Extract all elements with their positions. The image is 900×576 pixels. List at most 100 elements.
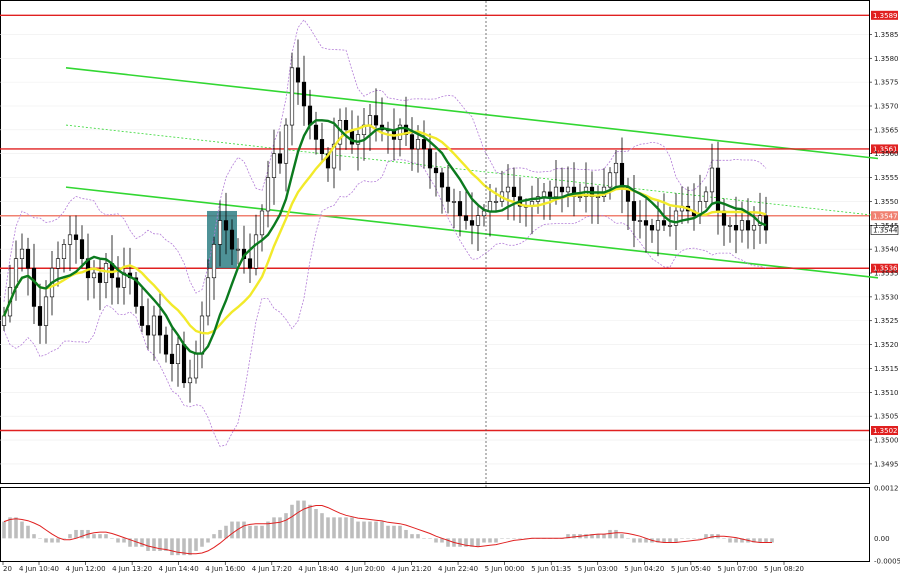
candle-25 xyxy=(151,305,157,361)
candle-body-25 xyxy=(151,315,157,336)
candle-body-9 xyxy=(55,258,61,269)
candle-body-39 xyxy=(235,248,241,251)
candle-body-103 xyxy=(619,162,625,188)
candle-body-119 xyxy=(715,167,721,212)
candle-body-48 xyxy=(289,67,295,126)
x-tick-15: 5 Jun 05:40 xyxy=(671,565,711,573)
candle-37 xyxy=(223,192,229,255)
macd-bar-21 xyxy=(128,538,132,547)
level-tag-1: 1.3561 xyxy=(873,145,898,153)
level-tag-3: 1.3536 xyxy=(873,265,898,273)
candle-body-42 xyxy=(253,234,259,269)
candle-body-73 xyxy=(439,172,445,188)
candle-body-94 xyxy=(565,186,571,193)
macd-bar-8 xyxy=(50,538,54,543)
candle-body-111 xyxy=(667,224,673,227)
candle-body-28 xyxy=(169,353,175,364)
macd-bar-56 xyxy=(338,517,342,539)
candle-body-71 xyxy=(427,148,433,169)
y-tick-2: 1.3575 xyxy=(874,79,899,87)
candle-16 xyxy=(97,258,103,311)
candle-38 xyxy=(229,219,235,265)
macd-bar-5 xyxy=(32,534,36,539)
candle-body-108 xyxy=(649,224,655,231)
macd-bar-117 xyxy=(704,534,708,539)
macd-bar-98 xyxy=(590,534,594,539)
macd-bar-79 xyxy=(476,538,480,547)
y-tick-13: 1.3520 xyxy=(874,341,899,349)
candle-93 xyxy=(559,167,565,213)
macd-bar-106 xyxy=(638,538,642,543)
candle-75 xyxy=(451,188,457,229)
macd-tick-1: 0.00 xyxy=(874,535,890,543)
macd-bar-24 xyxy=(146,538,150,551)
candle-body-45 xyxy=(271,153,277,178)
macd-bar-43 xyxy=(260,525,264,539)
channel-line-0 xyxy=(65,67,879,160)
x-tick-8: 4 Jun 20:00 xyxy=(345,565,385,573)
macd-bar-30 xyxy=(182,538,186,556)
macd-bar-115 xyxy=(692,538,696,539)
candle-body-96 xyxy=(577,196,583,198)
candle-body-0 xyxy=(1,315,7,326)
macd-bar-84 xyxy=(506,538,510,539)
candle-35 xyxy=(211,236,217,300)
macd-bar-74 xyxy=(446,538,450,547)
level-tag-box-1 xyxy=(871,144,898,154)
macd-bar-126 xyxy=(758,538,762,543)
macd-bar-28 xyxy=(170,538,174,556)
x-tick-7: 4 Jun 18:40 xyxy=(298,565,338,573)
candle-121 xyxy=(727,216,733,243)
macd-bar-48 xyxy=(290,504,294,539)
macd-bar-47 xyxy=(284,513,288,539)
candle-118 xyxy=(709,143,715,206)
macd-bar-72 xyxy=(434,538,438,543)
macd-bar-112 xyxy=(674,538,678,543)
macd-bar-127 xyxy=(764,538,768,543)
macd-bar-69 xyxy=(416,534,420,539)
candle-body-36 xyxy=(217,220,223,245)
candle-body-11 xyxy=(67,234,73,245)
candle-body-127 xyxy=(763,215,769,231)
candle-body-70 xyxy=(421,139,427,150)
macd-bar-104 xyxy=(626,538,630,539)
candle-body-77 xyxy=(463,215,469,221)
x-tick-17: 5 Jun 08:20 xyxy=(764,565,804,573)
candle-117 xyxy=(703,186,709,209)
candle-body-75 xyxy=(451,201,457,203)
macd-bar-29 xyxy=(176,538,180,556)
macd-bar-41 xyxy=(248,525,252,539)
macd-bar-33 xyxy=(200,538,204,547)
y-tick-3: 1.3570 xyxy=(874,102,899,110)
x-tick-16: 5 Jun 07:00 xyxy=(717,565,757,573)
macd-bar-44 xyxy=(266,521,270,539)
candle-13 xyxy=(79,225,85,269)
channel-line-1 xyxy=(65,124,879,217)
macd-bar-83 xyxy=(500,538,504,539)
candle-94 xyxy=(565,166,571,208)
macd-bar-109 xyxy=(656,538,660,543)
macd-bar-63 xyxy=(380,521,384,539)
x-tick-6: 4 Jun 17:20 xyxy=(252,565,292,573)
x-tick-14: 5 Jun 04:20 xyxy=(624,565,664,573)
level-tag-box-4 xyxy=(871,426,898,436)
candle-body-124 xyxy=(745,220,751,231)
level-tag-0: 1.3589 xyxy=(873,12,898,20)
level-tag-2: 1.3547 xyxy=(873,212,898,220)
macd-bar-86 xyxy=(518,538,522,539)
macd-bar-99 xyxy=(596,534,600,539)
candle-body-110 xyxy=(661,220,667,226)
macd-bar-68 xyxy=(410,534,414,539)
y-tick-17: 1.3500 xyxy=(874,437,899,445)
macd-bar-1 xyxy=(8,517,12,539)
main-plot xyxy=(0,0,879,561)
macd-bar-107 xyxy=(644,538,648,543)
candle-28 xyxy=(169,327,175,382)
macd-bar-19 xyxy=(116,538,120,543)
candle-body-7 xyxy=(43,296,49,326)
macd-bar-100 xyxy=(602,534,606,539)
macd-bar-80 xyxy=(482,538,486,543)
candle-body-23 xyxy=(139,306,145,326)
candle-body-84 xyxy=(505,186,511,193)
